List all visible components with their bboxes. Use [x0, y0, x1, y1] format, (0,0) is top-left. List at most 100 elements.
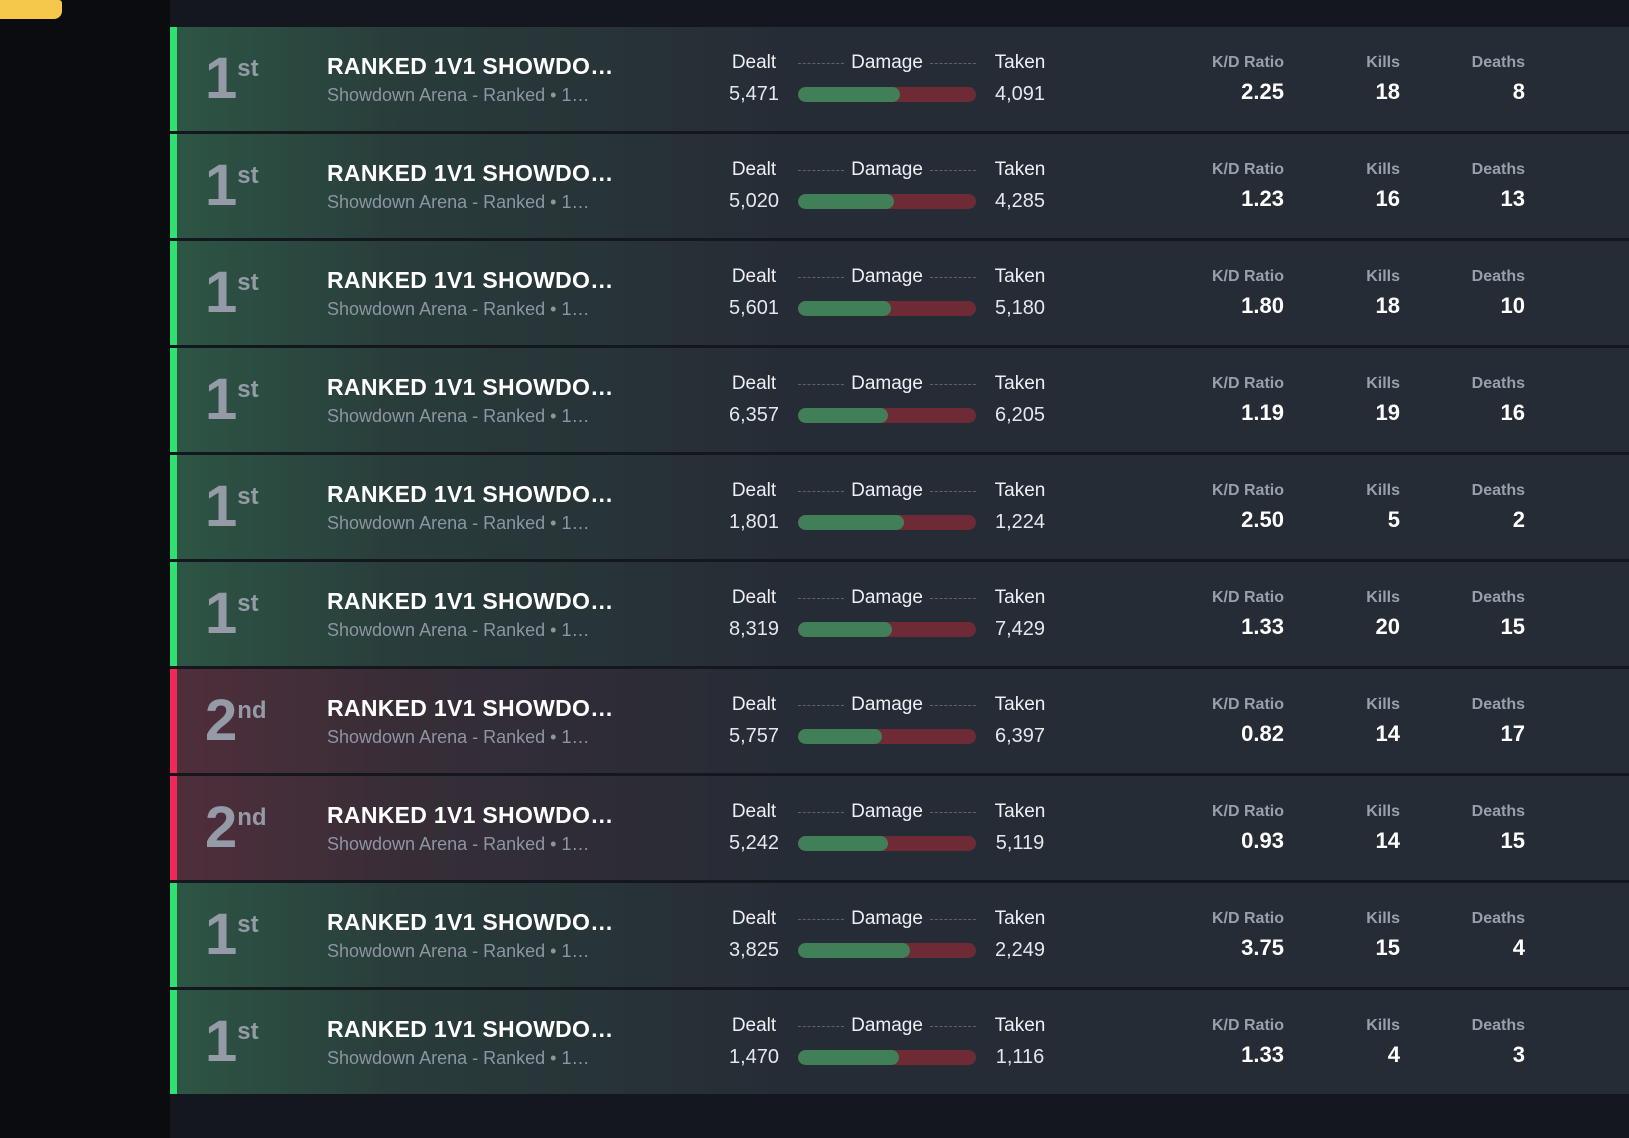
match-title: RANKED 1V1 SHOWDO…: [327, 159, 614, 186]
kills-stat: Kills 14: [1284, 696, 1400, 747]
damage-dealt-value: 5,020: [728, 190, 780, 212]
damage-taken-label: Taken: [994, 587, 1046, 608]
placement-accent-bar: [170, 990, 177, 1094]
match-row[interactable]: 1 st RANKED 1V1 SHOWDO… Showdown Arena -…: [170, 348, 1629, 452]
match-row[interactable]: 1 st RANKED 1V1 SHOWDO… Showdown Arena -…: [170, 883, 1629, 987]
stats: K/D Ratio 1.23 Kills 16 Deaths 13: [1134, 161, 1629, 212]
damage-label: Damage: [851, 694, 923, 715]
match-row[interactable]: 1 st RANKED 1V1 SHOWDO… Showdown Arena -…: [170, 241, 1629, 345]
damage-taken-label: Taken: [994, 1015, 1046, 1036]
deaths-value: 10: [1500, 292, 1525, 318]
kd-ratio-label: K/D Ratio: [1212, 53, 1284, 71]
damage-dealt-value: 5,757: [728, 725, 780, 747]
match-title: RANKED 1V1 SHOWDO…: [327, 52, 614, 79]
kd-ratio-stat: K/D Ratio 1.33: [1134, 589, 1284, 640]
placement-accent-bar: [170, 883, 177, 987]
deaths-value: 15: [1500, 827, 1525, 853]
deaths-value: 4: [1512, 934, 1525, 960]
damage-dealt-value: 1,470: [728, 1046, 780, 1068]
deaths-value: 15: [1500, 613, 1525, 639]
placement-number: 1: [205, 366, 237, 432]
match-title: RANKED 1V1 SHOWDO…: [327, 373, 614, 400]
kd-ratio-value: 1.33: [1241, 613, 1284, 639]
kd-ratio-label: K/D Ratio: [1212, 909, 1284, 927]
deaths-stat: Deaths 15: [1400, 803, 1525, 854]
kills-label: Kills: [1366, 481, 1400, 499]
damage-block: Dealt Damage Taken 3,825 2,249: [722, 908, 1052, 962]
kills-value: 20: [1375, 613, 1400, 639]
damage-dealt-bar: [798, 729, 883, 744]
kills-value: 18: [1375, 78, 1400, 104]
match-row[interactable]: 1 st RANKED 1V1 SHOWDO… Showdown Arena -…: [170, 134, 1629, 238]
match-row[interactable]: 2 nd RANKED 1V1 SHOWDO… Showdown Arena -…: [170, 669, 1629, 773]
deaths-label: Deaths: [1471, 481, 1525, 499]
deaths-stat: Deaths 10: [1400, 268, 1525, 319]
deaths-stat: Deaths 4: [1400, 910, 1525, 961]
damage-taken-value: 5,180: [994, 297, 1046, 319]
damage-title-row: Damage: [798, 587, 977, 609]
stats: K/D Ratio 1.80 Kills 18 Deaths 10: [1134, 268, 1629, 319]
notification-badge[interactable]: [0, 0, 62, 19]
damage-title-row: Damage: [798, 373, 977, 395]
placement-accent-bar: [170, 27, 177, 131]
damage-taken-label: Taken: [994, 266, 1046, 287]
dashed-divider-left: [798, 811, 845, 813]
placement-number: 1: [205, 473, 237, 539]
match-row[interactable]: 1 st RANKED 1V1 SHOWDO… Showdown Arena -…: [170, 27, 1629, 131]
damage-block: Dealt Damage Taken 1,470 1,116: [722, 1015, 1052, 1069]
match-row[interactable]: 2 nd RANKED 1V1 SHOWDO… Showdown Arena -…: [170, 776, 1629, 880]
damage-label: Damage: [851, 52, 923, 73]
placement-suffix: st: [237, 482, 259, 510]
dashed-divider-right: [929, 383, 977, 385]
damage-taken-value: 1,116: [995, 1046, 1045, 1068]
placement-suffix: st: [237, 54, 259, 82]
match-subtitle: Showdown Arena - Ranked • 1…: [327, 833, 590, 854]
damage-block: Dealt Damage Taken 5,757 6,397: [722, 694, 1052, 748]
match-title: RANKED 1V1 SHOWDO…: [327, 801, 614, 828]
damage-dealt-value: 3,825: [728, 939, 780, 961]
deaths-stat: Deaths 8: [1400, 54, 1525, 105]
kills-label: Kills: [1366, 695, 1400, 713]
damage-dealt-bar: [798, 87, 900, 102]
placement-accent-bar: [170, 241, 177, 345]
match-row[interactable]: 1 st RANKED 1V1 SHOWDO… Showdown Arena -…: [170, 990, 1629, 1094]
dashed-divider-right: [929, 490, 977, 492]
placement-accent-bar: [170, 776, 177, 880]
damage-label: Damage: [851, 159, 923, 180]
damage-dealt-bar: [798, 301, 891, 316]
damage-title-row: Damage: [798, 480, 977, 502]
match-subtitle: Showdown Arena - Ranked • 1…: [327, 940, 590, 961]
match-info: RANKED 1V1 SHOWDO… Showdown Arena - Rank…: [327, 695, 722, 748]
dashed-divider-right: [929, 811, 977, 813]
kills-value: 14: [1375, 827, 1400, 853]
kills-stat: Kills 18: [1284, 268, 1400, 319]
deaths-label: Deaths: [1471, 160, 1525, 178]
placement: 1 st: [177, 1012, 327, 1070]
match-subtitle: Showdown Arena - Ranked • 1…: [327, 1047, 590, 1068]
dashed-divider-right: [929, 276, 977, 278]
deaths-stat: Deaths 16: [1400, 375, 1525, 426]
kills-label: Kills: [1366, 588, 1400, 606]
kills-value: 19: [1375, 399, 1400, 425]
deaths-label: Deaths: [1471, 802, 1525, 820]
damage-dealt-label: Dealt: [731, 1015, 777, 1036]
deaths-value: 3: [1512, 1041, 1525, 1067]
damage-label: Damage: [851, 266, 923, 287]
damage-taken-label: Taken: [994, 159, 1046, 180]
damage-dealt-label: Dealt: [731, 52, 777, 73]
damage-title-row: Damage: [798, 801, 977, 823]
match-row[interactable]: 1 st RANKED 1V1 SHOWDO… Showdown Arena -…: [170, 455, 1629, 559]
kd-ratio-label: K/D Ratio: [1212, 481, 1284, 499]
kills-stat: Kills 18: [1284, 54, 1400, 105]
damage-dealt-value: 5,242: [728, 832, 780, 854]
kd-ratio-label: K/D Ratio: [1212, 160, 1284, 178]
match-row[interactable]: 1 st RANKED 1V1 SHOWDO… Showdown Arena -…: [170, 562, 1629, 666]
dashed-divider-right: [929, 597, 977, 599]
deaths-stat: Deaths 13: [1400, 161, 1525, 212]
dashed-divider-right: [929, 1025, 977, 1027]
damage-taken-value: 4,091: [994, 83, 1046, 105]
placement-number: 2: [205, 687, 237, 753]
kills-stat: Kills 20: [1284, 589, 1400, 640]
kd-ratio-stat: K/D Ratio 2.25: [1134, 54, 1284, 105]
